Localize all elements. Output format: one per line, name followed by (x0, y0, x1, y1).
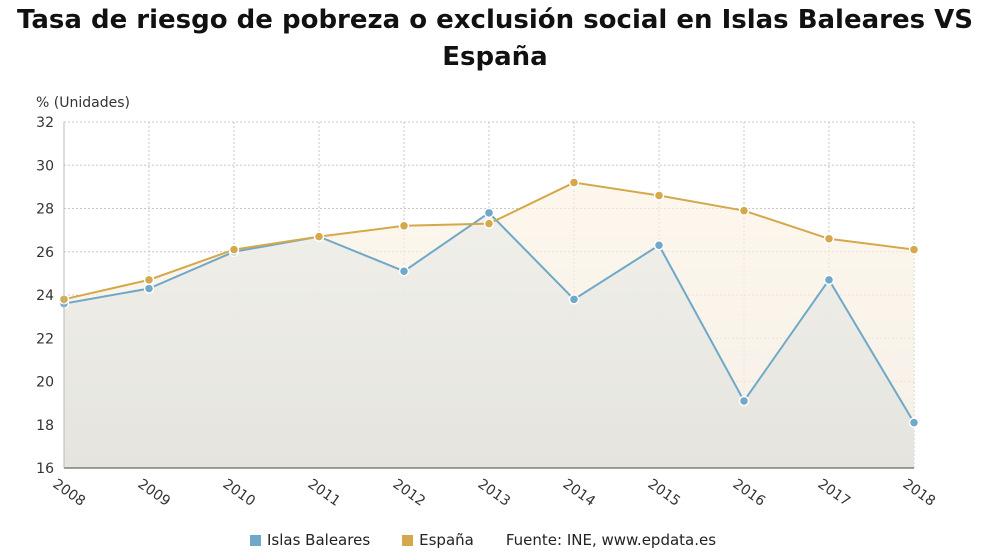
y-tick-label: 30 (36, 158, 54, 174)
x-tick-label: 2010 (220, 476, 258, 510)
data-point (313, 231, 325, 242)
y-tick-label: 18 (36, 418, 54, 434)
data-point (483, 207, 495, 219)
y-axis-label: % (Unidades) (36, 95, 130, 111)
data-point (823, 274, 835, 286)
data-point (908, 417, 920, 428)
data-point (568, 177, 580, 188)
legend-swatch (250, 534, 261, 546)
legend-item-espana[interactable]: España (402, 531, 474, 549)
legend-label: España (419, 531, 474, 549)
x-tick-label: 2014 (560, 476, 598, 510)
data-point (143, 283, 155, 294)
line-chart: 16 18 20 22 24 26 28 30 32 2008 2009 2010 2011 2012 20… (36, 95, 938, 510)
data-point (568, 294, 580, 305)
data-point (738, 205, 750, 216)
data-point (228, 244, 240, 255)
x-tick-label: 2015 (645, 476, 683, 510)
legend-item-baleares[interactable]: Islas Baleares (250, 531, 370, 549)
x-tick-label: 2011 (305, 476, 343, 510)
y-tick-label: 28 (36, 202, 54, 218)
x-tick-label: 2017 (815, 476, 853, 510)
data-point (398, 220, 410, 232)
x-tick-label: 2016 (730, 476, 768, 510)
source-text: Fuente: INE, www.epdata.es (505, 531, 717, 549)
x-tick-label: 2013 (475, 476, 513, 510)
y-tick-label: 16 (36, 461, 54, 477)
data-point (483, 218, 495, 229)
data-point (823, 233, 835, 245)
y-tick-label: 26 (36, 245, 54, 261)
area-0 (64, 212, 914, 468)
data-point (908, 244, 920, 255)
x-tick-label: 2008 (50, 476, 88, 510)
chart-title: Tasa de riesgo de pobreza o exclusión so… (17, 5, 973, 72)
legend: Islas Baleares España Fuente: INE, www.e… (250, 531, 748, 549)
x-tick-label: 2012 (390, 476, 428, 510)
y-tick-label: 20 (36, 375, 54, 391)
legend-swatch (402, 534, 414, 546)
data-point (398, 265, 410, 277)
x-tick-label: 2018 (900, 476, 938, 510)
data-point (653, 240, 665, 251)
x-tick-label: 2009 (135, 476, 173, 510)
y-tick-label: 32 (36, 115, 54, 131)
y-tick-label: 24 (36, 288, 54, 304)
data-point (143, 274, 155, 286)
data-point (738, 395, 750, 407)
data-point (653, 190, 665, 201)
y-tick-label: 22 (36, 331, 54, 347)
source-note: Fuente: INE, www.epdata.es (506, 531, 716, 549)
legend-label: Islas Baleares (267, 531, 371, 549)
